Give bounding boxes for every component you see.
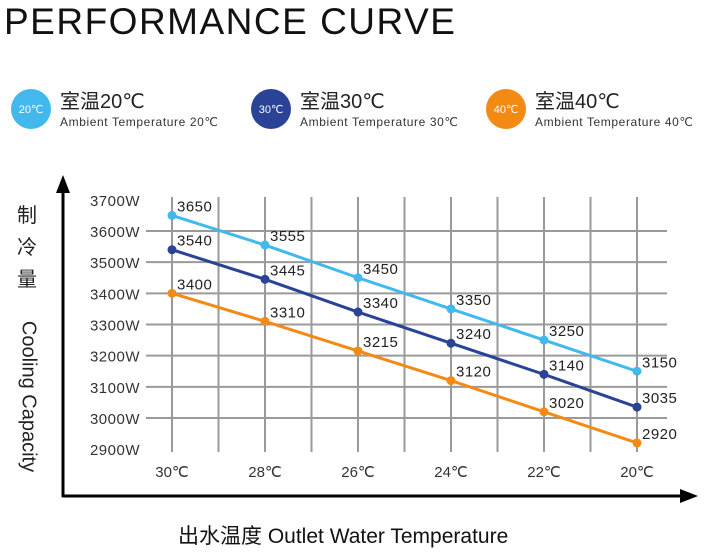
data-point bbox=[353, 307, 363, 317]
data-point bbox=[353, 273, 363, 283]
y-tick-label: 3300W bbox=[90, 318, 140, 335]
x-tick-label: 22℃ bbox=[527, 464, 561, 481]
legend-badge-20c: 20℃ bbox=[11, 89, 51, 129]
y-axis-label: 制 冷 量 Cooling Capacity bbox=[14, 200, 40, 472]
y-tick-label: 3400W bbox=[90, 286, 140, 303]
data-label: 3120 bbox=[456, 364, 491, 381]
data-point bbox=[167, 288, 177, 298]
axes bbox=[56, 175, 698, 503]
x-tick-label: 30℃ bbox=[155, 464, 189, 481]
y-axis-label-cn-2: 冷 bbox=[17, 237, 37, 259]
data-label: 3445 bbox=[270, 262, 305, 279]
data-labels: 3650 3555 3450 3350 3250 3150 3540 3445 3340 3240… bbox=[177, 198, 677, 443]
y-tick-label: 3500W bbox=[90, 255, 140, 272]
page-title: PERFORMANCE CURVE bbox=[4, 1, 457, 42]
y-tick-label: 2900W bbox=[90, 442, 140, 459]
y-tick-label: 3000W bbox=[90, 411, 140, 428]
x-tick-label: 28℃ bbox=[248, 464, 282, 481]
data-label: 3310 bbox=[270, 304, 305, 321]
data-label: 3020 bbox=[549, 395, 584, 412]
data-point bbox=[353, 346, 363, 356]
grid bbox=[146, 197, 667, 452]
data-point bbox=[539, 335, 549, 345]
y-tick-label: 3100W bbox=[90, 380, 140, 397]
y-tick-label: 3700W bbox=[90, 193, 140, 210]
y-tick-labels: 3700W 3600W 3500W 3400W 3300W 3200W 3100W 3000W… bbox=[90, 193, 140, 459]
data-point bbox=[446, 338, 456, 348]
data-label: 3350 bbox=[456, 292, 491, 309]
series-line-1 bbox=[171, 248, 638, 409]
legend-label-en: Ambient Temperature 30℃ bbox=[300, 115, 459, 129]
x-tick-label: 26℃ bbox=[341, 464, 375, 481]
data-point bbox=[446, 304, 456, 314]
data-point bbox=[539, 369, 549, 379]
x-axis-arrow-icon bbox=[680, 489, 698, 503]
y-tick-label: 3600W bbox=[90, 224, 140, 241]
data-point bbox=[632, 402, 642, 412]
legend-label-cn: 室温20℃ bbox=[60, 91, 145, 113]
legend-badge-30c: 30℃ bbox=[251, 89, 291, 129]
legend-label-en: Ambient Temperature 40℃ bbox=[535, 115, 694, 129]
data-label: 3340 bbox=[363, 295, 398, 312]
data-point bbox=[632, 366, 642, 376]
y-axis-label-cn-3: 量 bbox=[17, 269, 37, 291]
data-label: 3035 bbox=[642, 390, 677, 407]
x-tick-label: 20℃ bbox=[620, 464, 654, 481]
data-label: 3140 bbox=[549, 357, 584, 374]
data-label: 3400 bbox=[177, 276, 212, 293]
data-label: 3540 bbox=[177, 233, 212, 250]
x-tick-label: 24℃ bbox=[434, 464, 468, 481]
x-axis-label: 出水温度 Outlet Water Temperature bbox=[178, 525, 509, 548]
data-label: 3250 bbox=[549, 323, 584, 340]
data-point bbox=[446, 376, 456, 386]
data-label: 3215 bbox=[363, 334, 398, 351]
y-axis-arrow-icon bbox=[56, 175, 70, 193]
data-point bbox=[539, 407, 549, 417]
data-point bbox=[260, 316, 270, 326]
data-point bbox=[260, 274, 270, 284]
legend-label-cn: 室温30℃ bbox=[300, 91, 385, 113]
data-label: 3150 bbox=[642, 354, 677, 371]
data-label: 3650 bbox=[177, 198, 212, 215]
data-label: 3555 bbox=[270, 228, 305, 245]
data-point bbox=[260, 240, 270, 250]
y-axis-label-cn-1: 制 bbox=[17, 205, 37, 227]
x-tick-labels: 30℃ 28℃ 26℃ 24℃ 22℃ 20℃ bbox=[155, 464, 654, 481]
data-label: 3450 bbox=[363, 261, 398, 278]
series-lines bbox=[167, 210, 642, 448]
series-line-0 bbox=[171, 213, 638, 373]
y-tick-label: 3200W bbox=[90, 349, 140, 366]
legend-label-en: Ambient Temperature 20℃ bbox=[60, 115, 219, 129]
legend-badge-40c: 40℃ bbox=[486, 89, 526, 129]
series-line-2 bbox=[171, 291, 638, 445]
data-point bbox=[632, 438, 642, 448]
data-label: 2920 bbox=[642, 426, 677, 443]
data-point bbox=[167, 210, 177, 220]
data-point bbox=[167, 245, 177, 255]
data-label: 3240 bbox=[456, 326, 491, 343]
legend-label-cn: 室温40℃ bbox=[535, 91, 620, 113]
